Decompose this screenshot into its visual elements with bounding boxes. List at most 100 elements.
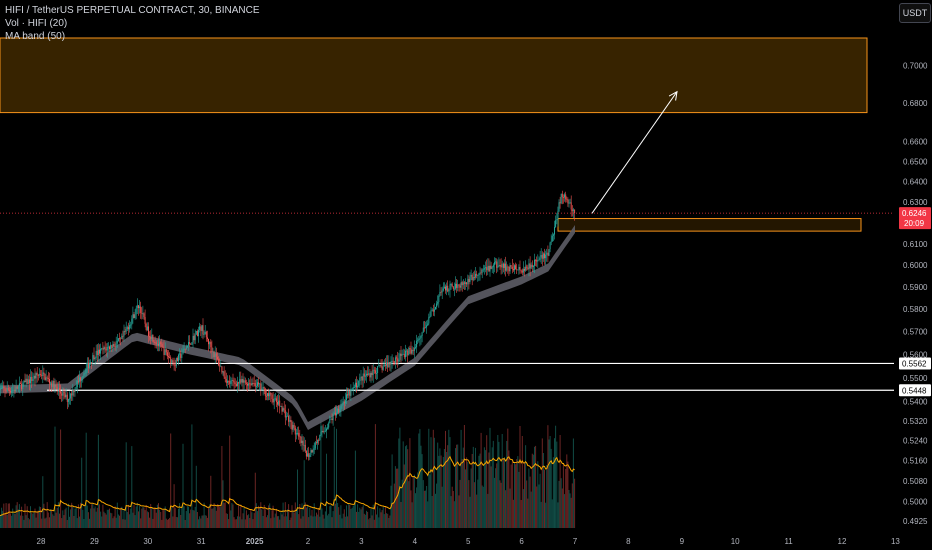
- volume-bar: [550, 448, 552, 528]
- volume-bar: [510, 464, 512, 528]
- volume-bar: [348, 503, 350, 528]
- volume-bar: [451, 486, 453, 528]
- volume-bar: [438, 455, 440, 528]
- volume-bar: [134, 515, 136, 528]
- candle-body: [113, 344, 115, 347]
- volume-bar: [99, 504, 100, 528]
- volume-bar: [116, 502, 118, 528]
- candle-body: [417, 339, 419, 341]
- candle-body: [391, 360, 393, 362]
- candle-body: [278, 400, 280, 405]
- candle-body: [3, 386, 5, 389]
- volume-bar: [418, 433, 420, 528]
- volume-bar: [249, 518, 251, 528]
- time-tick-label: 30: [143, 537, 152, 546]
- candle-body: [63, 392, 65, 393]
- candle-body: [478, 273, 480, 275]
- candle-body: [360, 376, 362, 378]
- volume-bar: [244, 519, 246, 528]
- volume-legend[interactable]: Vol · HIFI (20): [5, 18, 68, 29]
- candle-body: [131, 318, 133, 325]
- candle-body: [370, 372, 372, 378]
- candle-body: [510, 265, 512, 267]
- volume-bar: [26, 506, 28, 528]
- volume-bar: [475, 447, 476, 528]
- volume-bar: [297, 469, 298, 528]
- candle-body: [318, 440, 320, 441]
- ma-legend[interactable]: MA band (50): [5, 31, 66, 42]
- candle-body: [125, 329, 127, 332]
- candle-body: [551, 235, 553, 242]
- candle-body: [501, 263, 503, 268]
- candle-body: [107, 346, 109, 348]
- candle-body: [110, 345, 112, 350]
- volume-bar: [274, 513, 276, 528]
- volume-bar: [218, 504, 220, 528]
- candle-body: [181, 354, 183, 358]
- candle-body: [390, 361, 392, 365]
- volume-bar: [370, 508, 372, 528]
- price-axis[interactable]: 0.7000 0.6800 0.6600 0.6500 0.6400 0.6300 0.62…: [899, 62, 931, 527]
- candle-body: [330, 418, 332, 420]
- candle-body: [112, 344, 114, 349]
- candle-body: [24, 380, 26, 383]
- price-tick-label: 0.5900: [903, 283, 928, 292]
- volume-bar: [252, 519, 254, 528]
- candle-body: [369, 373, 371, 378]
- level-price-tag: [899, 357, 931, 370]
- volume-bar: [73, 516, 75, 528]
- candle-body: [269, 393, 271, 397]
- candle-body: [45, 377, 47, 380]
- volume-bar: [519, 426, 521, 528]
- candle-body: [185, 347, 187, 349]
- candle-body: [354, 382, 356, 387]
- candle-body: [348, 391, 350, 396]
- volume-bar: [419, 429, 421, 528]
- candle-body: [509, 265, 511, 272]
- currency-button[interactable]: USDT: [899, 3, 931, 23]
- candle-body: [554, 227, 555, 235]
- volume-bar: [342, 513, 344, 528]
- candle-body: [211, 347, 213, 352]
- volume-bar: [237, 516, 238, 528]
- volume-bar: [359, 507, 361, 528]
- time-tick-label: 13: [891, 537, 900, 546]
- volume-bar: [150, 504, 152, 528]
- candle-body: [161, 344, 163, 347]
- volume-bar: [284, 502, 286, 528]
- volume-bar: [56, 508, 58, 528]
- candle-body: [281, 406, 283, 412]
- volume-bar: [479, 453, 481, 528]
- volume-bar: [413, 474, 415, 528]
- candle-body: [480, 272, 482, 274]
- candle-body: [297, 432, 298, 434]
- candle-body: [331, 418, 333, 420]
- candle-body: [153, 341, 155, 343]
- volume-bar: [544, 469, 545, 528]
- volume-bar: [354, 450, 356, 528]
- candle-body: [468, 278, 470, 282]
- candle-body: [93, 355, 95, 360]
- candle-body: [367, 373, 369, 375]
- volume-bar: [7, 503, 9, 528]
- candle-body: [463, 282, 465, 284]
- candle-body: [231, 380, 233, 381]
- volume-bar: [363, 513, 365, 528]
- time-axis[interactable]: 28 29 30 31 2025 2 3 4 5 6 7 8 9 10 11 12 13: [37, 537, 901, 546]
- candle-body: [215, 353, 217, 357]
- volume-bar: [200, 518, 202, 528]
- symbol-title[interactable]: HIFI / TetherUS PERPETUAL CONTRACT, 30, …: [5, 5, 260, 16]
- volume-bar: [323, 518, 325, 528]
- volume-bar: [250, 509, 252, 528]
- candle-body: [198, 329, 199, 337]
- volume-bar: [426, 486, 428, 528]
- candle-body: [134, 314, 136, 318]
- volume-bar: [20, 515, 21, 528]
- volume-bar: [96, 507, 98, 528]
- candle-body: [141, 313, 143, 315]
- candle-body: [218, 359, 220, 366]
- volume-bar: [115, 517, 117, 528]
- candle-body: [561, 193, 563, 198]
- volume-bar: [291, 505, 293, 528]
